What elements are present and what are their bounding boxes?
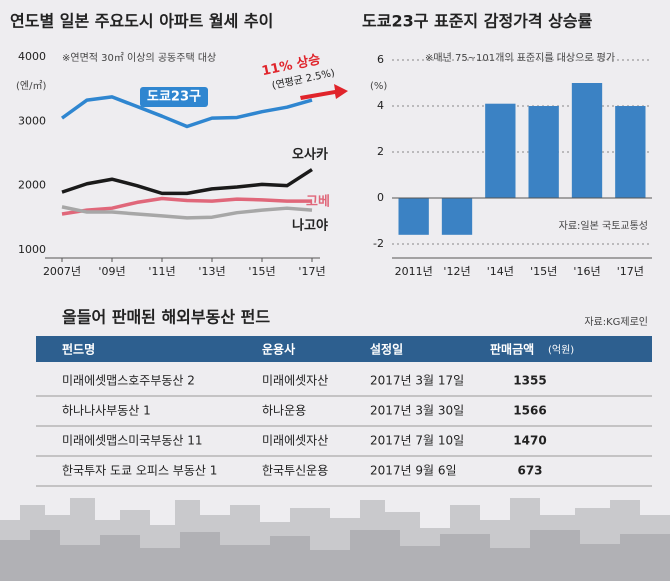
line-series [61, 168, 313, 196]
table-header-cell: 설정일 [370, 342, 403, 357]
x-tick-label: 2007년 [43, 265, 81, 278]
y-tick-label: 0 [377, 191, 384, 204]
table-cell: 한국투자 도쿄 오피스 부동산 1 [62, 464, 217, 478]
y-tick-label: 2 [377, 145, 384, 158]
series-label-box [140, 87, 208, 107]
table-cell: 한국투신운용 [262, 464, 328, 478]
table-header-cell: 펀드명 [62, 342, 95, 357]
arrow [300, 84, 348, 100]
table-cell: 2017년 3월 17일 [370, 374, 464, 388]
line-series [60, 95, 313, 129]
y-axis-label: (%) [370, 81, 387, 92]
source: 자료:KG제로인 [584, 316, 648, 328]
y-tick-label: 1000 [18, 243, 46, 256]
y-axis-label: (엔/㎡) [16, 80, 46, 92]
series-label: 도쿄23구 [147, 90, 201, 105]
table-header-cell: 판매금액 [490, 342, 534, 357]
bar [615, 106, 646, 198]
chart-subtitle: ※매년 75~101개의 표준지를 대상으로 평가 [425, 52, 615, 64]
table-cell: 2017년 7월 10일 [370, 434, 464, 448]
x-tick-label: '13년 [198, 265, 225, 278]
series-label: 나고야 [292, 218, 328, 234]
series-label: 고베 [306, 195, 330, 210]
chart-title: 연도별 일본 주요도시 아파트 월세 추이 [10, 12, 273, 31]
bar [485, 103, 516, 198]
table-cell: 2017년 3월 30일 [370, 404, 464, 418]
x-tick-label: '15년 [248, 265, 275, 278]
table-title: 올들어 판매된 해외부동산 펀드 [62, 308, 270, 327]
x-tick-label: '11년 [148, 265, 175, 278]
table-cell: 하나운용 [262, 404, 306, 418]
line-series [61, 205, 313, 220]
x-tick-label: 2011년 [395, 265, 433, 278]
table-header-unit: (억원) [548, 344, 574, 356]
source: 자료:일본 국토교통성 [559, 220, 648, 232]
table-cell: 미래에셋맵스미국부동산 11 [62, 434, 203, 448]
table-cell: 1566 [513, 404, 546, 418]
x-tick-label: '17년 [298, 265, 325, 278]
x-tick-label: '16년 [573, 265, 600, 278]
table-cell: 미래에셋맵스호주부동산 2 [62, 374, 195, 388]
x-tick-label: '12년 [443, 265, 470, 278]
table-header-cell: 운용사 [262, 342, 295, 357]
line-series [61, 196, 312, 216]
y-tick-label: 6 [377, 53, 384, 66]
x-tick-label: '09년 [98, 265, 125, 278]
y-tick-label: 4000 [18, 50, 46, 63]
bar [441, 198, 473, 235]
x-tick-label: '14년 [487, 265, 514, 278]
chart-title: 도쿄23구 표준지 감정가격 상승률 [362, 12, 593, 31]
x-tick-label: '17년 [617, 265, 644, 278]
table-cell: 673 [517, 464, 542, 478]
bar [398, 198, 429, 235]
bar [571, 83, 603, 198]
bar [528, 106, 559, 198]
chart-subtitle: ※연면적 30㎡ 이상의 공동주택 대상 [62, 52, 216, 64]
table-cell: 1355 [513, 374, 546, 388]
series-label: 오사카 [292, 147, 328, 163]
y-tick-label: 2000 [18, 179, 46, 192]
x-tick-label: '15년 [530, 265, 557, 278]
y-tick-label: 4 [377, 99, 384, 112]
table-cell: 미래에셋자산 [262, 434, 328, 448]
table-cell: 하나나사부동산 1 [62, 404, 151, 418]
y-tick-label: 3000 [18, 114, 46, 127]
table-cell: 2017년 9월 6일 [370, 464, 457, 478]
table-header [36, 336, 652, 362]
skyline-front [0, 530, 670, 581]
y-tick-label: -2 [373, 237, 384, 250]
table-cell: 미래에셋자산 [262, 374, 328, 388]
table-cell: 1470 [513, 434, 546, 448]
